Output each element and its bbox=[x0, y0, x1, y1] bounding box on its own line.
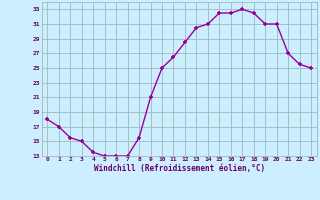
X-axis label: Windchill (Refroidissement éolien,°C): Windchill (Refroidissement éolien,°C) bbox=[94, 164, 265, 173]
